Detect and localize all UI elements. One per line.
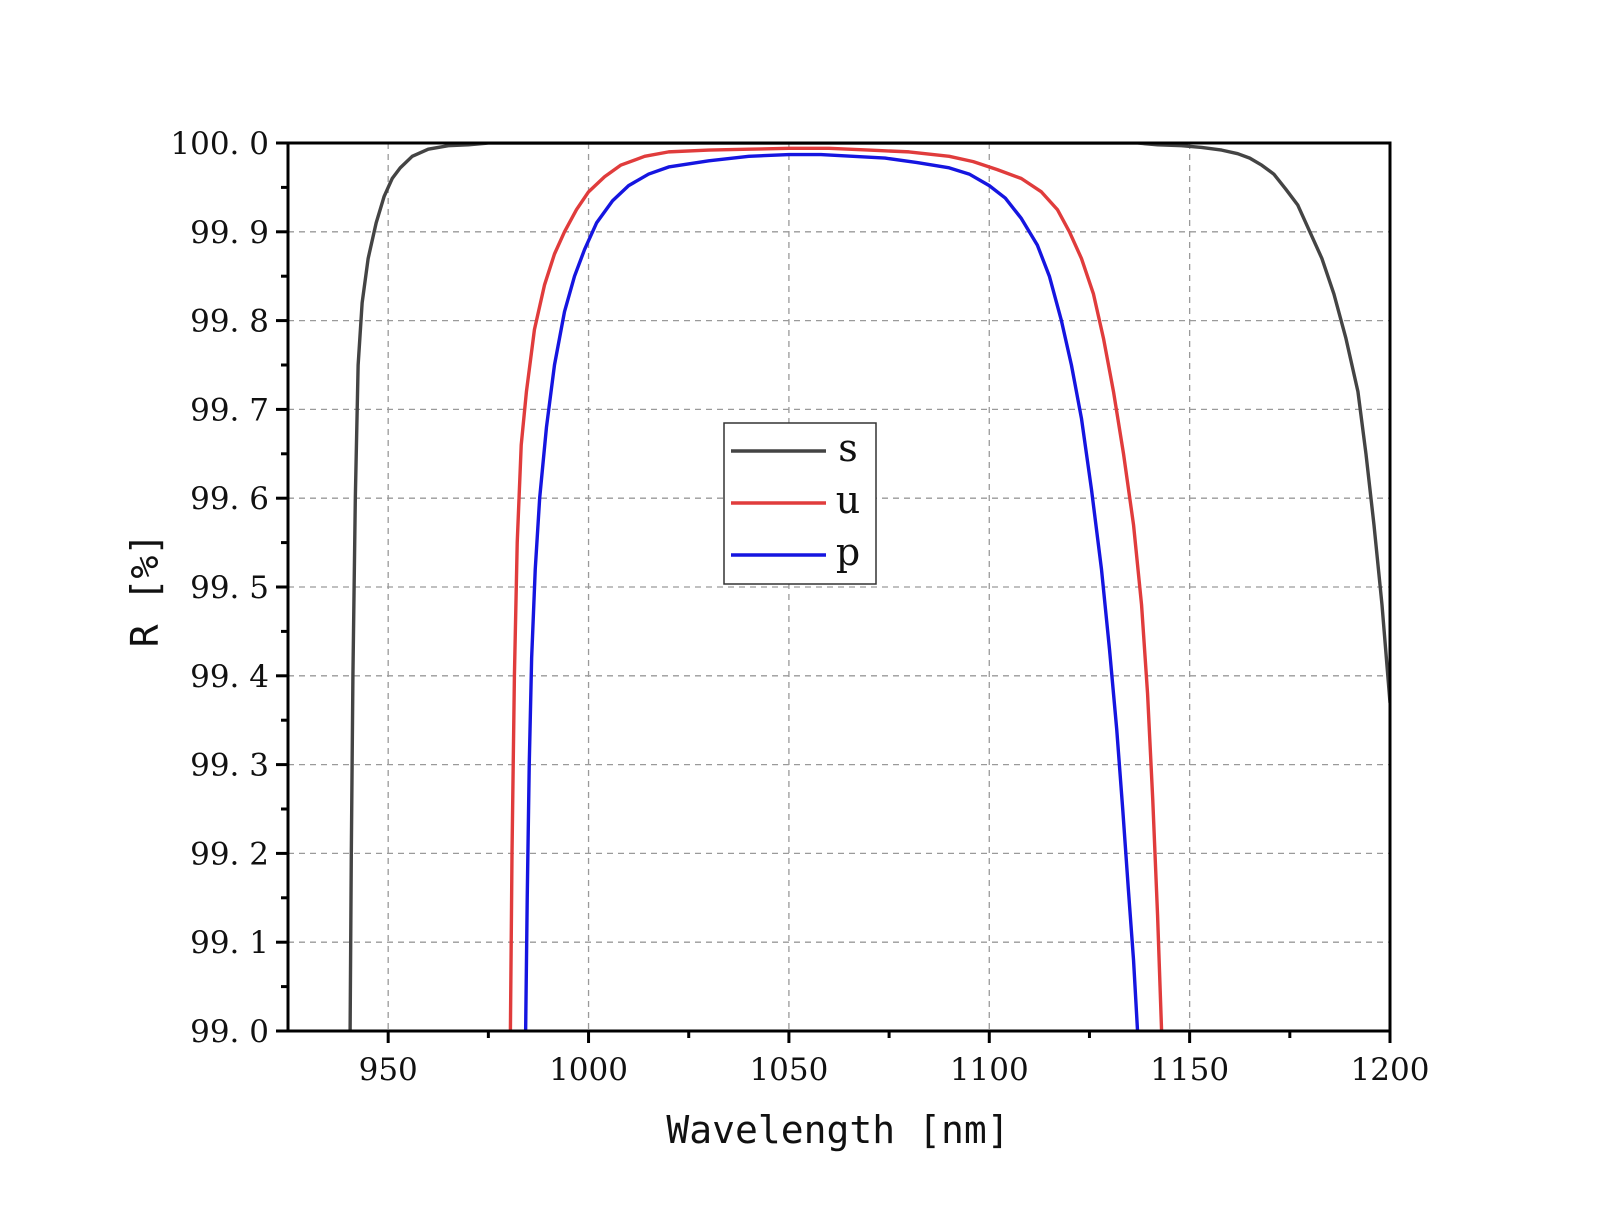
y-tick-label: 99. 8 xyxy=(190,304,269,340)
x-tick-label: 1100 xyxy=(950,1052,1029,1088)
y-tick-label: 99. 6 xyxy=(190,481,269,517)
grid xyxy=(288,143,1390,1031)
legend-label-p: p xyxy=(836,530,860,574)
legend-label-s: s xyxy=(838,426,858,470)
y-tick-label: 99. 2 xyxy=(190,836,269,872)
y-tick-label: 99. 9 xyxy=(190,215,269,251)
series-line-s xyxy=(348,143,1390,1031)
y-tick-label: 99. 3 xyxy=(190,748,269,784)
series-line-u xyxy=(508,146,1164,1031)
y-tick-label: 99. 0 xyxy=(190,1014,269,1050)
x-tick-label: 1150 xyxy=(1150,1052,1229,1088)
y-tick-label: 99. 1 xyxy=(190,925,269,961)
y-axis-title: R [%] xyxy=(123,533,167,647)
x-tick-label: 1200 xyxy=(1351,1052,1430,1088)
y-tick-label: 99. 7 xyxy=(190,392,269,428)
x-tick-label: 1050 xyxy=(749,1052,828,1088)
series-line-p xyxy=(523,152,1140,1031)
x-tick-label: 1000 xyxy=(549,1052,628,1088)
x-tick-label: 950 xyxy=(359,1052,418,1088)
legend: sup xyxy=(723,422,877,585)
axis-ticks xyxy=(276,141,1392,1043)
x-tick-labels: 950 1000 1050 1100 1150 1200 xyxy=(359,1052,1430,1088)
y-tick-labels: 99. 0 99. 1 99. 2 99. 3 99. 4 99. 5 99. 6 99. 7… xyxy=(170,126,269,1050)
y-tick-label: 100. 0 xyxy=(170,126,269,162)
y-tick-label: 99. 4 xyxy=(190,659,269,695)
y-tick-label: 99. 5 xyxy=(190,570,269,606)
series-lines xyxy=(348,143,1390,1031)
x-axis-title: Wavelength [nm] xyxy=(666,1108,1009,1152)
legend-label-u: u xyxy=(836,478,860,522)
